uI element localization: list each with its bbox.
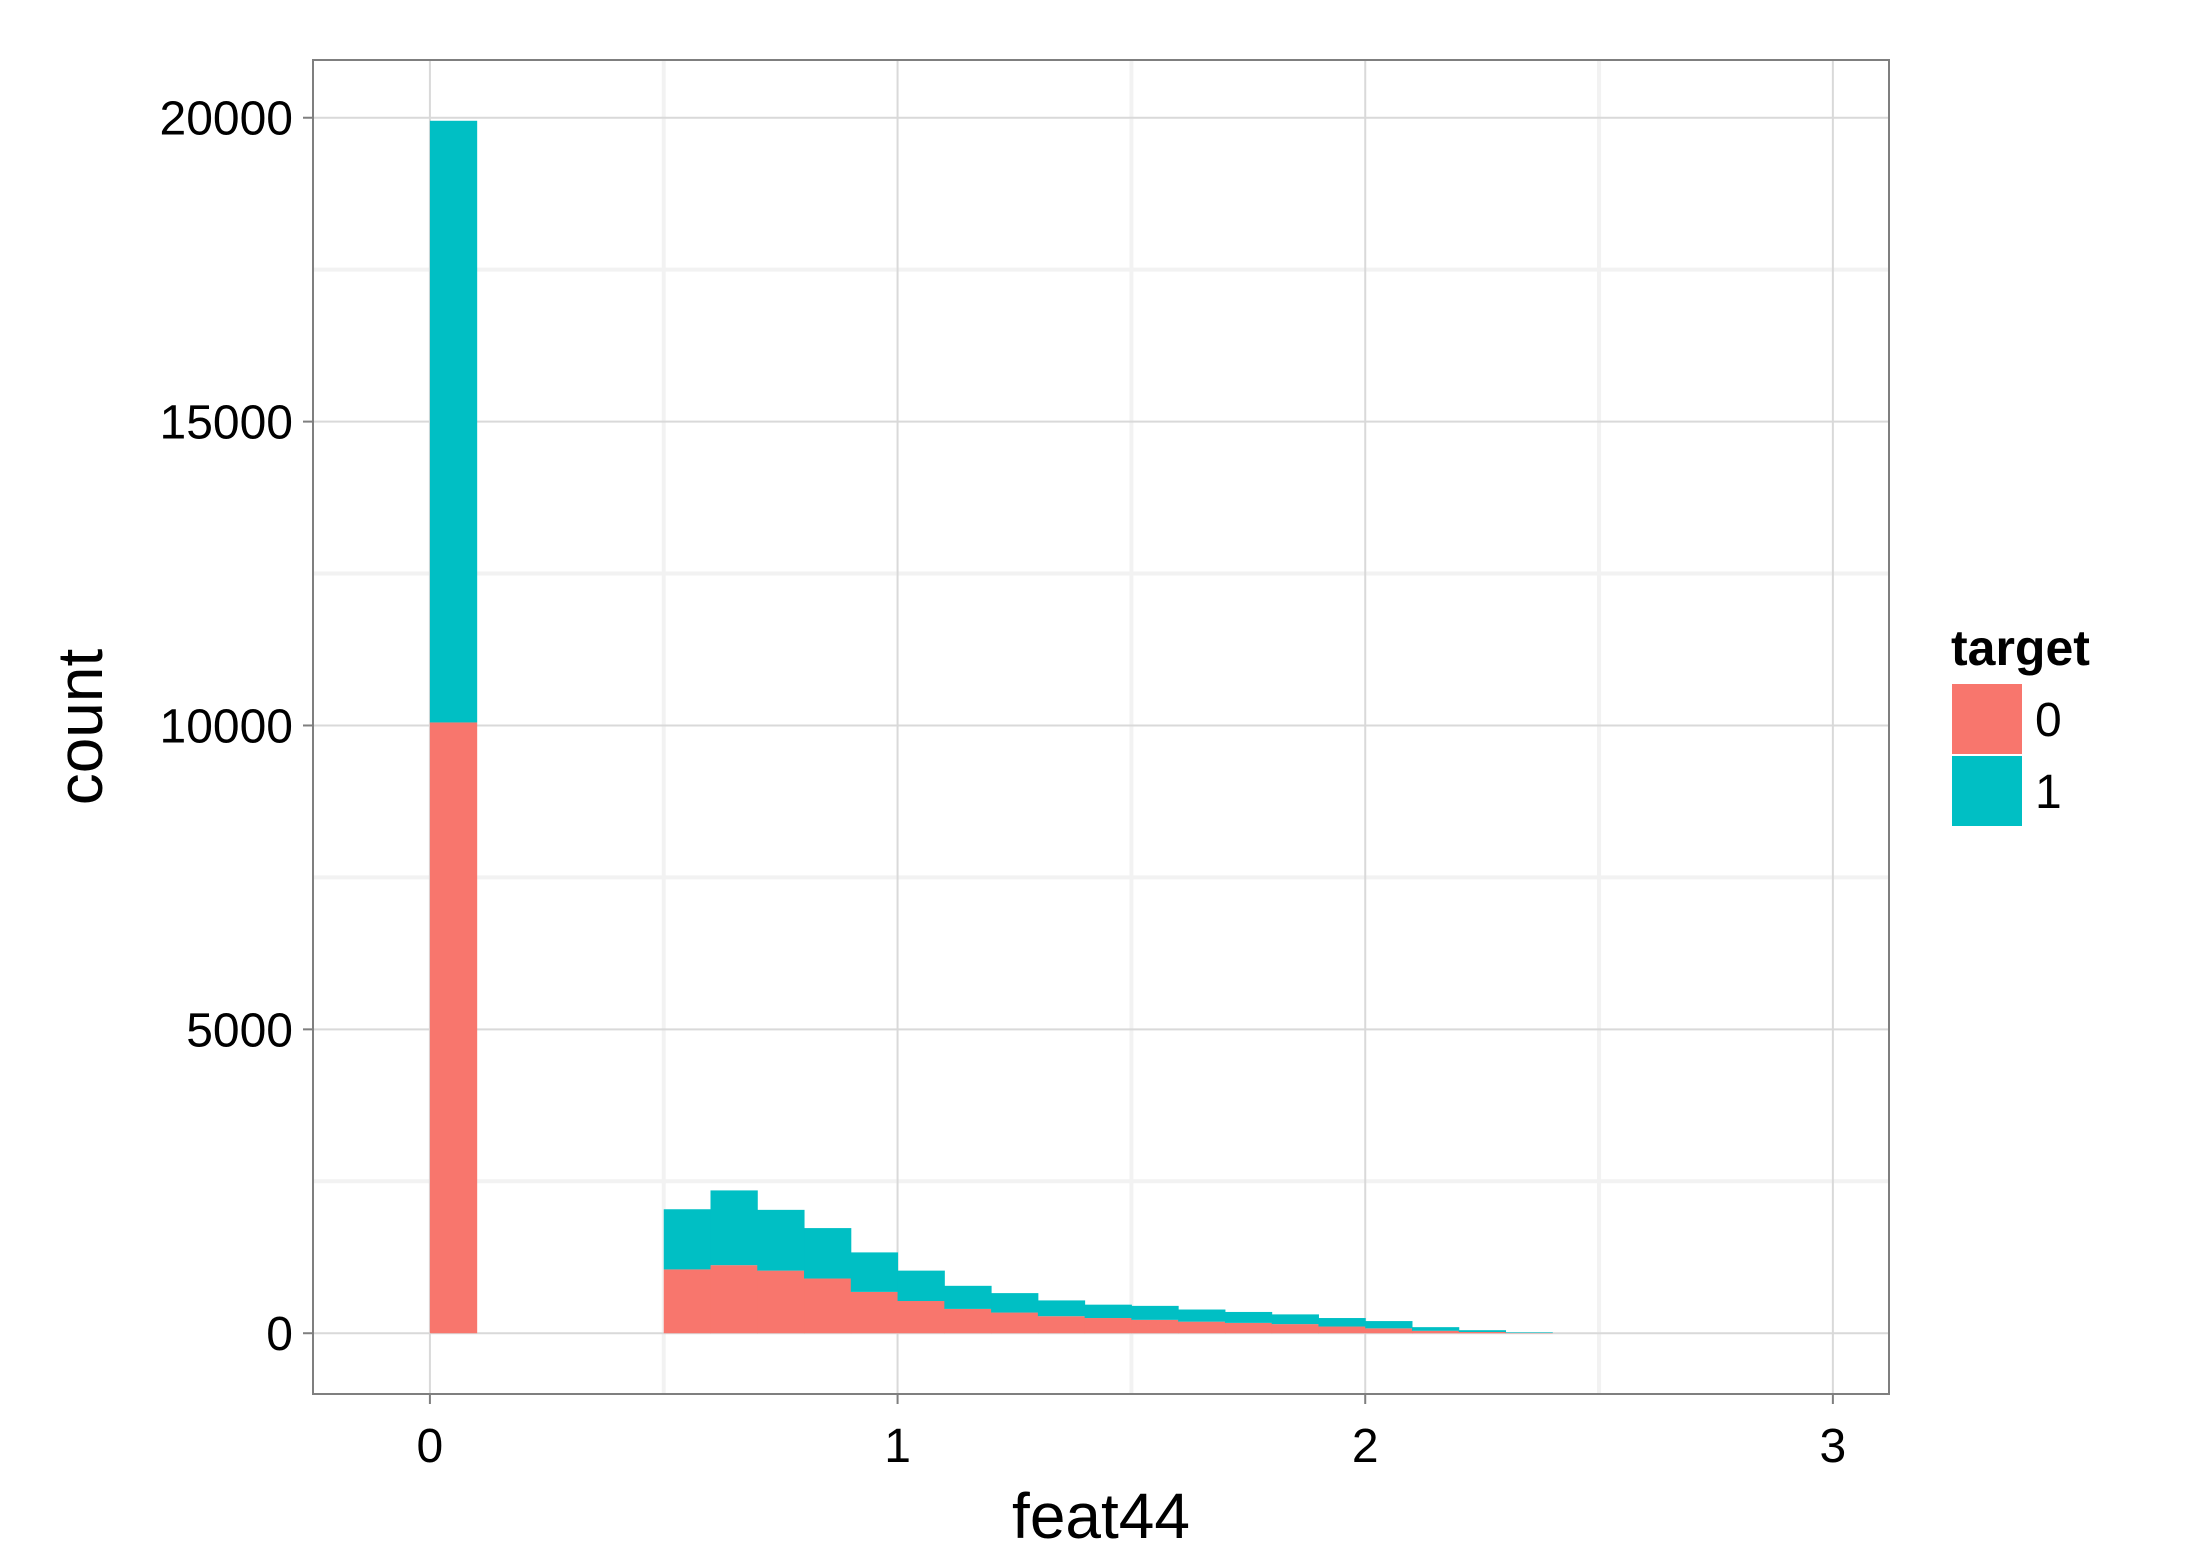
x-tick-label: 0 xyxy=(417,1420,444,1473)
bar-target-0 xyxy=(1458,1332,1507,1334)
bar-target-0 xyxy=(897,1301,945,1334)
bar-target-0 xyxy=(944,1308,992,1334)
bar-target-0 xyxy=(1224,1322,1273,1334)
x-axis-title: feat44 xyxy=(1012,1480,1190,1552)
bar-target-1 xyxy=(757,1209,805,1271)
bar-target-1 xyxy=(429,120,478,723)
bar-target-1 xyxy=(991,1293,1039,1313)
bar-target-0 xyxy=(991,1312,1039,1334)
legend-label-0: 0 xyxy=(2035,694,2062,747)
bar-target-1 xyxy=(1271,1314,1319,1325)
minor-grid xyxy=(313,60,1889,1394)
bar-target-0 xyxy=(1365,1328,1413,1334)
bar-target-0 xyxy=(850,1291,899,1334)
bar-target-1 xyxy=(710,1190,758,1266)
bar-target-0 xyxy=(1037,1316,1086,1334)
y-tick-label: 0 xyxy=(266,1308,293,1361)
legend-key-1 xyxy=(1950,754,2024,828)
plot-panel xyxy=(313,60,1889,1394)
major-grid xyxy=(313,60,1889,1394)
x-tick-label: 2 xyxy=(1352,1420,1379,1473)
bar-target-1 xyxy=(1365,1321,1413,1329)
y-tick-label: 10000 xyxy=(160,700,293,753)
legend-label-1: 1 xyxy=(2035,766,2062,819)
bar-target-0 xyxy=(757,1270,805,1334)
bar-target-1 xyxy=(944,1285,992,1309)
bar-target-0 xyxy=(710,1265,758,1334)
bar-target-1 xyxy=(1458,1330,1507,1333)
bar-target-0 xyxy=(663,1269,712,1334)
bar-target-1 xyxy=(1084,1304,1132,1319)
bar-target-0 xyxy=(1178,1321,1226,1334)
legend-items: 01 xyxy=(1950,682,2062,828)
bar-target-1 xyxy=(1318,1318,1366,1327)
bar-layer xyxy=(429,120,1553,1334)
bar-target-1 xyxy=(1505,1332,1553,1333)
legend-title: target xyxy=(1951,620,2090,676)
x-tick-label: 1 xyxy=(884,1420,911,1473)
y-tick-label: 20000 xyxy=(160,93,293,146)
x-tick-label: 3 xyxy=(1820,1420,1847,1473)
bar-target-0 xyxy=(804,1278,852,1334)
bar-target-1 xyxy=(897,1270,945,1302)
bar-target-0 xyxy=(429,722,478,1334)
legend-key-0 xyxy=(1950,682,2024,756)
y-axis: 0 5000 10000 15000 20000 xyxy=(160,93,313,1361)
plot-border xyxy=(312,59,1890,1395)
bar-target-1 xyxy=(1411,1327,1460,1331)
bar-target-0 xyxy=(1271,1324,1319,1334)
legend: target 01 xyxy=(1950,620,2090,828)
y-axis-title: count xyxy=(44,649,116,806)
y-tick-label: 15000 xyxy=(160,397,293,450)
bar-target-0 xyxy=(1084,1318,1132,1334)
bar-target-1 xyxy=(1178,1309,1226,1322)
bar-target-1 xyxy=(1131,1305,1179,1320)
bar-target-1 xyxy=(850,1252,899,1292)
bar-target-1 xyxy=(1224,1311,1273,1323)
bar-target-0 xyxy=(1318,1326,1366,1334)
bar-target-0 xyxy=(1131,1319,1179,1334)
bar-target-1 xyxy=(663,1209,712,1270)
y-tick-label: 5000 xyxy=(186,1004,293,1057)
bar-target-1 xyxy=(1037,1300,1086,1317)
bar-target-0 xyxy=(1411,1330,1460,1334)
x-axis: 0 1 2 3 xyxy=(417,1394,1847,1473)
bar-target-1 xyxy=(804,1228,852,1279)
